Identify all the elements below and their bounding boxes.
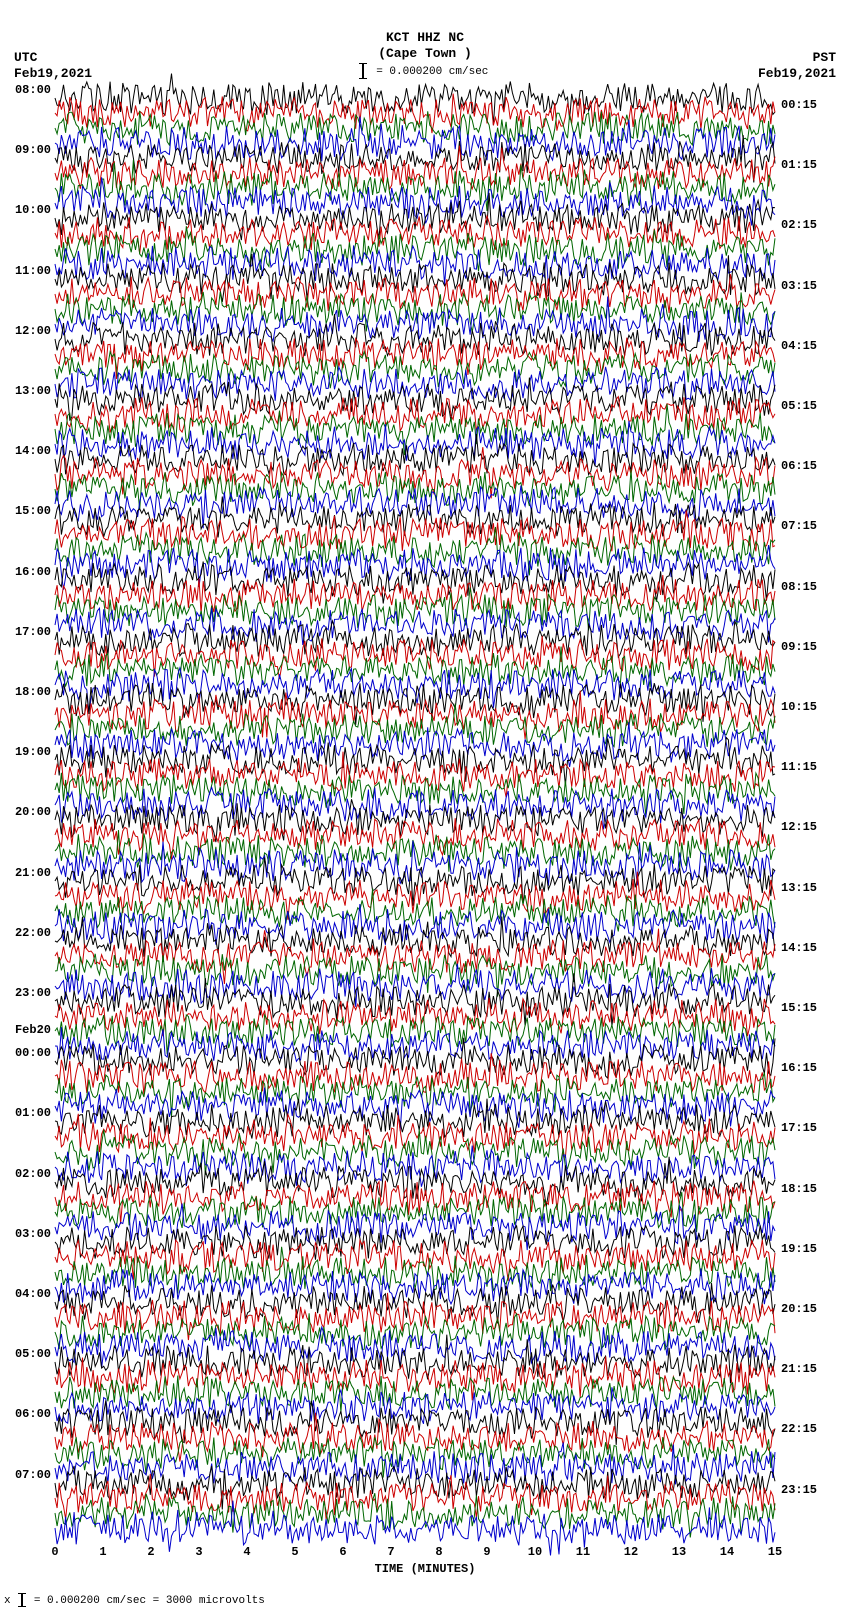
y-tick-left: 20:00 [15,805,51,819]
y-tick-right: 02:15 [781,218,817,232]
y-tick-left: 09:00 [15,143,51,157]
x-tick: 11 [576,1545,590,1559]
y-tick-right: 11:15 [781,760,817,774]
footer-scale: x = 0.000200 cm/sec = 3000 microvolts [4,1593,265,1607]
y-tick-right: 14:15 [781,941,817,955]
station-title: KCT HHZ NC [0,30,850,45]
y-tick-left: 17:00 [15,625,51,639]
x-tick: 5 [291,1545,298,1559]
y-tick-right: 07:15 [781,519,817,533]
y-tick-right: 00:15 [781,98,817,112]
scale-text: = 0.000200 cm/sec [376,66,488,78]
y-tick-right: 19:15 [781,1242,817,1256]
x-tick: 10 [528,1545,542,1559]
y-tick-left: 07:00 [15,1468,51,1482]
y-tick-left: 06:00 [15,1407,51,1421]
y-tick-left: 12:00 [15,324,51,338]
x-tick: 8 [435,1545,442,1559]
x-tick: 6 [339,1545,346,1559]
y-tick-left: 10:00 [15,203,51,217]
y-tick-right: 12:15 [781,820,817,834]
y-tick-left: 11:00 [15,264,51,278]
timezone-right: PST [813,50,836,65]
y-tick-left: 22:00 [15,926,51,940]
y-tick-left: 02:00 [15,1167,51,1181]
scale-bar-icon [362,63,364,79]
date-right: Feb19,2021 [758,66,836,81]
y-tick-right: 23:15 [781,1483,817,1497]
y-tick-left: 13:00 [15,384,51,398]
y-tick-right: 04:15 [781,339,817,353]
y-tick-left: 14:00 [15,444,51,458]
y-tick-left: Feb20 [15,1023,51,1037]
y-tick-left: 16:00 [15,565,51,579]
y-tick-right: 13:15 [781,881,817,895]
y-tick-left: 05:00 [15,1347,51,1361]
x-tick: 9 [483,1545,490,1559]
y-tick-right: 22:15 [781,1422,817,1436]
y-tick-right: 01:15 [781,158,817,172]
x-tick: 13 [672,1545,686,1559]
y-tick-right: 03:15 [781,279,817,293]
y-tick-right: 06:15 [781,459,817,473]
scale-bar-icon [21,1593,23,1607]
y-tick-left: 15:00 [15,504,51,518]
timezone-left: UTC [14,50,37,65]
x-tick: 15 [768,1545,782,1559]
y-tick-left: 03:00 [15,1227,51,1241]
y-tick-right: 10:15 [781,700,817,714]
y-tick-left: 01:00 [15,1106,51,1120]
x-tick: 4 [243,1545,250,1559]
station-location: (Cape Town ) [0,46,850,61]
amplitude-scale: = 0.000200 cm/sec [0,63,850,79]
x-axis-label: TIME (MINUTES) [0,1562,850,1576]
y-tick-right: 16:15 [781,1061,817,1075]
seismogram-trace [55,1520,775,1535]
y-tick-left: 19:00 [15,745,51,759]
x-tick: 14 [720,1545,734,1559]
x-tick: 2 [147,1545,154,1559]
y-tick-right: 09:15 [781,640,817,654]
x-tick: 1 [99,1545,106,1559]
x-tick: 0 [51,1545,58,1559]
x-tick: 7 [387,1545,394,1559]
y-tick-left: 18:00 [15,685,51,699]
seismogram-container: KCT HHZ NC (Cape Town ) = 0.000200 cm/se… [0,0,850,1613]
footer-prefix: x [4,1595,11,1607]
x-tick: 12 [624,1545,638,1559]
helicorder-plot [55,90,775,1535]
y-tick-left: 08:00 [15,83,51,97]
y-tick-right: 05:15 [781,399,817,413]
y-tick-left: 21:00 [15,866,51,880]
footer-text: = 0.000200 cm/sec = 3000 microvolts [34,1595,265,1607]
y-tick-left: 23:00 [15,986,51,1000]
y-tick-left: 00:00 [15,1046,51,1060]
x-tick: 3 [195,1545,202,1559]
date-left: Feb19,2021 [14,66,92,81]
y-tick-right: 08:15 [781,580,817,594]
y-tick-right: 15:15 [781,1001,817,1015]
y-tick-right: 20:15 [781,1302,817,1316]
y-tick-right: 21:15 [781,1362,817,1376]
y-tick-right: 18:15 [781,1182,817,1196]
y-tick-right: 17:15 [781,1121,817,1135]
y-tick-left: 04:00 [15,1287,51,1301]
